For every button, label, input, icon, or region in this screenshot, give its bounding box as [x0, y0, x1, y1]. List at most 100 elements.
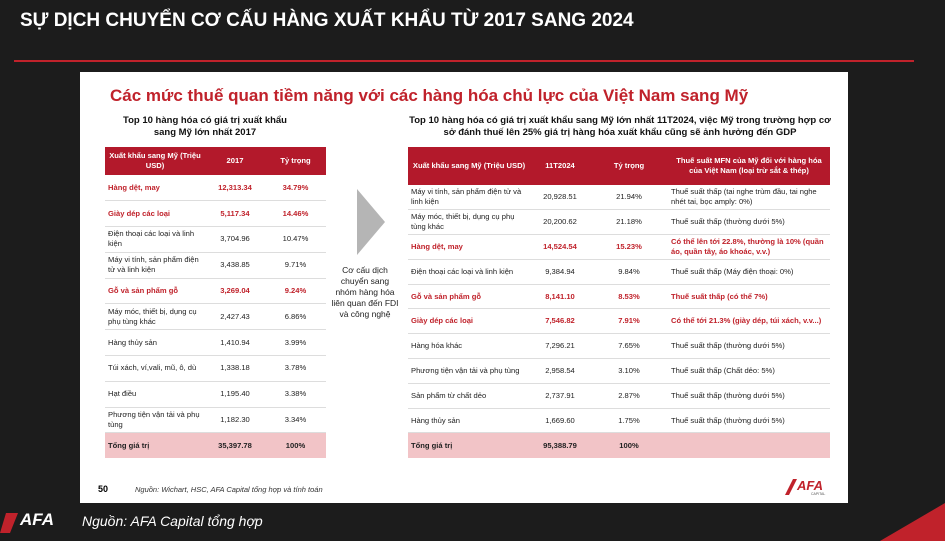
total-cell: [668, 432, 830, 458]
cell: Điện thoại các loại và linh kiện: [105, 226, 205, 253]
column-header: 2017: [205, 147, 265, 175]
cell: 8,141.10: [530, 284, 590, 310]
column-header: Thuế suất MFN của Mỹ đối với hàng hóa củ…: [668, 147, 830, 185]
shift-note: Cơ cấu dịch chuyển sang nhóm hàng hóa li…: [331, 265, 399, 319]
cell: Phương tiện vận tải và phụ tùng: [105, 407, 205, 434]
cell: Thuế suất thấp (thường dưới 5%): [668, 333, 830, 360]
left-table-title: Top 10 hàng hóa có giá trị xuất khẩu san…: [123, 115, 287, 138]
table-row: Giày dép các loại 5,117.34 14.46%: [105, 200, 326, 228]
cell: 3.99%: [265, 329, 326, 357]
page-number: 50: [98, 484, 109, 494]
table-row: Hàng thủy sản 1,669.60 1.75% Thuế suất thấp…: [408, 408, 830, 434]
total-cell: 35,397.78: [205, 432, 265, 458]
column-header: Xuất khẩu sang Mỹ (Triệu USD): [105, 147, 205, 175]
table-row: Hàng dệt, may 12,313.34 34.79%: [105, 175, 326, 202]
cell: 15.23%: [590, 234, 668, 260]
cell: Thuế suất thấp (thường dưới 5%): [668, 408, 830, 434]
cell: Phương tiện vận tải và phụ tùng: [408, 358, 530, 384]
table-row: Hàng dệt, may 14,524.54 15.23% Có thể lên t…: [408, 234, 830, 260]
table-row: Phương tiện vận tải và phụ tùng 1,182.30 3…: [105, 407, 326, 434]
right-table-title: Top 10 hàng hóa có giá trị xuất khẩu san…: [409, 115, 831, 138]
cell: 6.86%: [265, 303, 326, 331]
column-header: Tỷ trọng: [265, 147, 326, 175]
total-row: Tổng giá trị 35,397.78 100%: [105, 432, 326, 458]
logo-text: AFA: [797, 478, 823, 493]
total-cell: 100%: [590, 432, 668, 458]
table-row: Hàng thủy sản 1,410.94 3.99%: [105, 329, 326, 357]
table-row: Túi xách, ví,vali, mũ, ô, dù 1,338.18 3.78…: [105, 355, 326, 382]
cell: 21.94%: [590, 185, 668, 211]
cell: 20,200.62: [530, 209, 590, 236]
slide-source: Nguồn: Wichart, HSC, AFA Capital tổng hợ…: [135, 485, 323, 494]
cell: Thuế suất thấp (Chất dẻo: 5%): [668, 358, 830, 384]
table-row: Máy vi tính, sản phẩm điện tử và linh ki…: [105, 252, 326, 279]
total-cell: 100%: [265, 432, 326, 458]
cell: 3.38%: [265, 381, 326, 408]
cell: 3,438.85: [205, 252, 265, 279]
table-row: Hàng hóa khác 7,296.21 7.65% Thuế suất thấp…: [408, 333, 830, 360]
cell: 12,313.34: [205, 175, 265, 202]
cell: 5,117.34: [205, 200, 265, 228]
table-row: Sản phẩm từ chất dẻo 2,737.91 2.87% Thuế su…: [408, 383, 830, 409]
cell: 1,410.94: [205, 329, 265, 357]
cell: 3,704.96: [205, 226, 265, 253]
slide-title: Các mức thuế quan tiềm năng với các hàng…: [110, 86, 749, 105]
cell: Hàng thủy sản: [408, 408, 530, 434]
total-cell: Tổng giá trị: [105, 432, 205, 458]
cell: Hàng thủy sản: [105, 329, 205, 357]
cell: Hạt điều: [105, 381, 205, 408]
cell: Thuế suất thấp (thường dưới 5%): [668, 209, 830, 236]
table-row: Gỗ và sản phẩm gỗ 8,141.10 8.53% Thuế suất …: [408, 284, 830, 310]
cell: 21.18%: [590, 209, 668, 236]
cell: 3,269.04: [205, 278, 265, 305]
cell: 1,338.18: [205, 355, 265, 382]
cell: 10.47%: [265, 226, 326, 253]
slide-logo: AFA CAPITAL: [785, 477, 840, 497]
cell: 2.87%: [590, 383, 668, 409]
cell: Máy móc, thiết bị, dụng cụ phụ tùng khác: [105, 303, 205, 331]
cell: 9.24%: [265, 278, 326, 305]
logo-sub: CAPITAL: [811, 492, 826, 496]
header-title: SỰ DỊCH CHUYỂN CƠ CẤU HÀNG XUẤT KHẨU TỪ …: [20, 10, 634, 31]
table-row: Điện thoại các loại và linh kiện 3,704.96…: [105, 226, 326, 253]
table-row: Phương tiện vận tải và phụ tùng 2,958.54 3…: [408, 358, 830, 384]
cell: 1,195.40: [205, 381, 265, 408]
cell: Gỗ và sản phẩm gỗ: [408, 284, 530, 310]
cell: 3.34%: [265, 407, 326, 434]
footer-bar: [0, 503, 945, 541]
cell: 9.71%: [265, 252, 326, 279]
cell: Thuế suất thấp (thường dưới 5%): [668, 383, 830, 409]
total-row: Tổng giá trị 95,388.79 100%: [408, 432, 830, 458]
cell: Gỗ và sản phẩm gỗ: [105, 278, 205, 305]
total-cell: 95,388.79: [530, 432, 590, 458]
cell: Có thể tới 21.3% (giày dép, túi xách, v.…: [668, 308, 830, 335]
table-row: Điện thoại các loại và linh kiện 9,384.94…: [408, 259, 830, 285]
header-rule: [14, 60, 914, 62]
cell: 9,384.94: [530, 259, 590, 285]
cell: 3.78%: [265, 355, 326, 382]
cell: 1,669.60: [530, 408, 590, 434]
cell: 7.65%: [590, 333, 668, 360]
cell: 7,296.21: [530, 333, 590, 360]
cell: 34.79%: [265, 175, 326, 202]
total-cell: Tổng giá trị: [408, 432, 530, 458]
left-table: Xuất khẩu sang Mỹ (Triệu USD) 2017 Tỷ trọn…: [105, 147, 326, 458]
slide: Các mức thuế quan tiềm năng với các hàng…: [80, 72, 848, 503]
column-header: Tỷ trọng: [590, 147, 668, 185]
cell: Thuế suất thấp (có thể 7%): [668, 284, 830, 310]
cell: Hàng hóa khác: [408, 333, 530, 360]
footer-source: Nguồn: AFA Capital tổng hợp: [82, 513, 263, 529]
cell: Giày dép các loại: [408, 308, 530, 335]
cell: Có thể lên tới 22.8%, thường là 10% (quầ…: [668, 234, 830, 260]
cell: 1,182.30: [205, 407, 265, 434]
cell: 2,427.43: [205, 303, 265, 331]
cell: Hàng dệt, may: [105, 175, 205, 202]
cell: 14,524.54: [530, 234, 590, 260]
cell: Thuế suất thấp (tai nghe trùm đầu, tai n…: [668, 185, 830, 211]
header-row: Xuất khẩu sang Mỹ (Triệu USD) 2017 Tỷ trọn…: [105, 147, 326, 175]
table-row: Giày dép các loại 7,546.82 7.91% Có thể tới…: [408, 308, 830, 335]
right-table: Xuất khẩu sang Mỹ (Triệu USD) 11T2024 Tỷ t…: [408, 147, 830, 458]
cell: 20,928.51: [530, 185, 590, 211]
cell: Máy vi tính, sản phẩm điện tử và linh ki…: [408, 185, 530, 211]
